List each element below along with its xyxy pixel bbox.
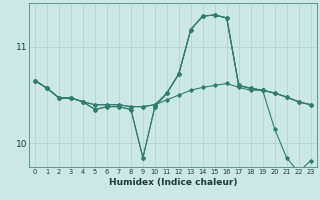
X-axis label: Humidex (Indice chaleur): Humidex (Indice chaleur): [108, 178, 237, 187]
